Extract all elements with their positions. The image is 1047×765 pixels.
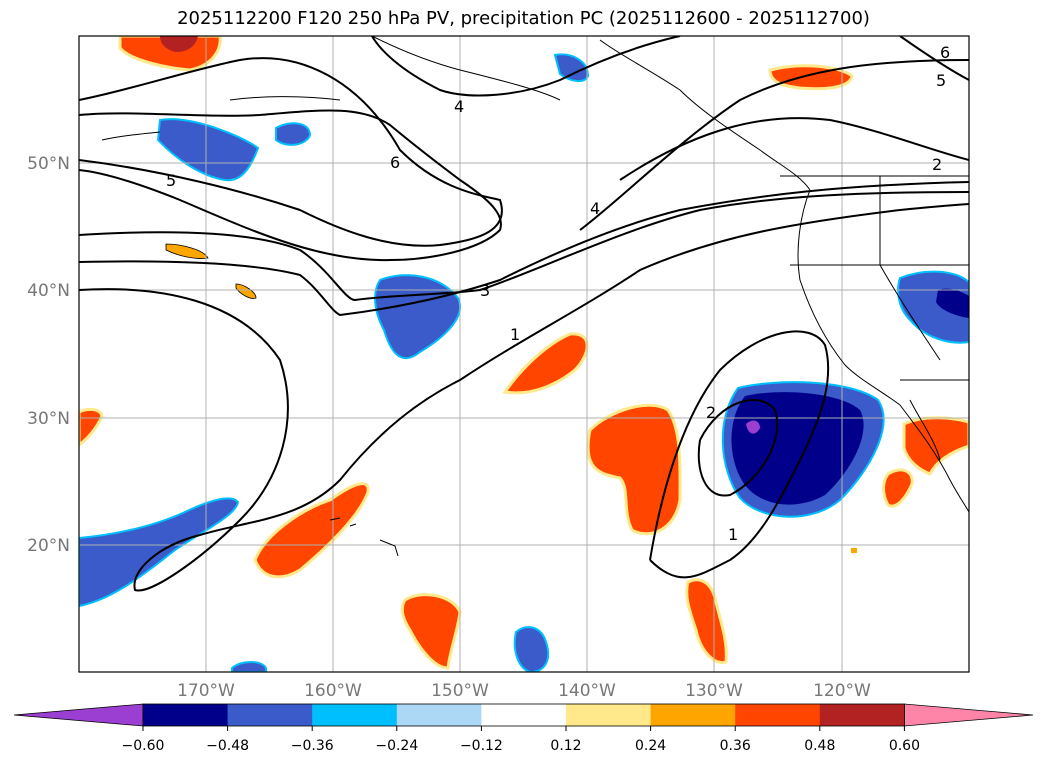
colorbar-tick-label: −0.12 — [460, 738, 503, 754]
colorbar-bin — [735, 704, 821, 726]
lat-label-50: 50°N — [27, 154, 70, 174]
pos-area-tiny — [851, 548, 857, 553]
colorbar-bin — [481, 704, 567, 726]
pos-area-hawaii — [253, 482, 370, 579]
pos-area-south-1 — [400, 593, 462, 670]
lon-label-170w: 170°W — [177, 681, 235, 701]
longitude-labels: 170°W 160°W 150°W 140°W 130°W 120°W — [177, 681, 871, 701]
contour-label-5-top: 5 — [936, 71, 946, 90]
contour-2-small — [697, 399, 779, 497]
pos-area-small-1 — [165, 243, 209, 259]
colorbar-bin — [819, 704, 905, 726]
colorbar-tick-label: −0.24 — [375, 738, 418, 754]
neg-area-large-peak — [746, 420, 760, 434]
lon-label-140w: 140°W — [558, 681, 616, 701]
neg-area-nw — [156, 118, 260, 182]
colorbar-bin — [143, 704, 229, 726]
contour-label-1-mid: 1 — [510, 325, 520, 344]
contour-label-5-left: 5 — [166, 171, 176, 190]
lat-label-40: 40°N — [27, 281, 70, 301]
contour-label-3: 3 — [480, 281, 490, 300]
colorbar-tick-label: 0.12 — [550, 738, 581, 754]
colorbar-extend-high — [904, 703, 1034, 727]
contour-6-mid — [79, 57, 503, 247]
pv-contours — [79, 36, 969, 592]
contour-1 — [79, 203, 969, 592]
lat-label-20: 20°N — [27, 536, 70, 556]
colorbar-bin — [396, 704, 482, 726]
colorbar-tick-label: 0.36 — [720, 738, 751, 754]
contour-label-4-mid: 4 — [590, 199, 600, 218]
neg-area-south — [513, 626, 550, 672]
contour-label-2-center: 2 — [706, 403, 716, 422]
lon-label-150w: 150°W — [431, 681, 489, 701]
neg-area-bottom — [231, 661, 267, 672]
colorbar-tick-label: 0.48 — [804, 738, 835, 754]
coastlines — [101, 36, 969, 557]
pos-area-south-2 — [685, 578, 728, 665]
colorbar-bin — [650, 704, 736, 726]
contour-2-center — [649, 330, 830, 579]
pos-area-small-2 — [235, 283, 257, 299]
lon-label-160w: 160°W — [304, 681, 362, 701]
colorbar: −0.60 −0.48 −0.36 −0.24 −0.12 0.12 0.24 0.36 0.4… — [13, 703, 1034, 754]
colorbar-extend-low — [13, 703, 144, 727]
latitude-labels: 50°N 40°N 30°N 20°N — [27, 154, 70, 556]
colorbar-bin — [227, 704, 313, 726]
colorbar-bin — [312, 704, 398, 726]
map-content: 6 5 4 6 5 2 4 3 1 2 1 — [79, 36, 969, 672]
contour-2-right — [619, 117, 969, 181]
contour-labels: 6 5 4 6 5 2 4 3 1 2 1 — [166, 43, 950, 544]
contour-5 — [79, 109, 502, 262]
contour-label-6-mid: 6 — [390, 153, 400, 172]
lon-label-130w: 130°W — [685, 681, 743, 701]
colorbar-tick-label: 0.24 — [635, 738, 666, 754]
contour-label-6-top: 6 — [940, 43, 950, 62]
colorbar-tick-label: −0.36 — [291, 738, 334, 754]
neg-area-west-coast-core — [936, 288, 969, 318]
colorbar-border — [142, 703, 905, 727]
colorbar-bin — [566, 704, 652, 726]
contour-4-right — [579, 59, 969, 231]
colorbar-tick-label: 0.60 — [889, 738, 920, 754]
contour-4 — [79, 181, 969, 317]
lon-label-120w: 120°W — [813, 681, 871, 701]
pos-area-mexico-2 — [882, 468, 914, 508]
contour-label-1-low: 1 — [728, 525, 738, 544]
map-title: 2025112200 F120 250 hPa PV, precipitatio… — [177, 8, 870, 29]
neg-area-small-nw — [275, 122, 312, 146]
colorbar-tick-label: −0.60 — [122, 738, 165, 754]
pos-area-topleft — [118, 36, 222, 72]
contour-6-top — [371, 36, 681, 97]
neg-area-large-core — [731, 392, 864, 505]
colorbar-tick-label: −0.48 — [206, 738, 249, 754]
contour-label-2-right: 2 — [932, 155, 942, 174]
pos-area-east-pacific — [586, 403, 682, 536]
contour-label-4-top: 4 — [454, 97, 464, 116]
grid-lines — [79, 36, 969, 672]
pos-area-topleft-core — [160, 36, 198, 52]
map-frame — [78, 35, 970, 673]
lat-label-30: 30°N — [27, 409, 70, 429]
